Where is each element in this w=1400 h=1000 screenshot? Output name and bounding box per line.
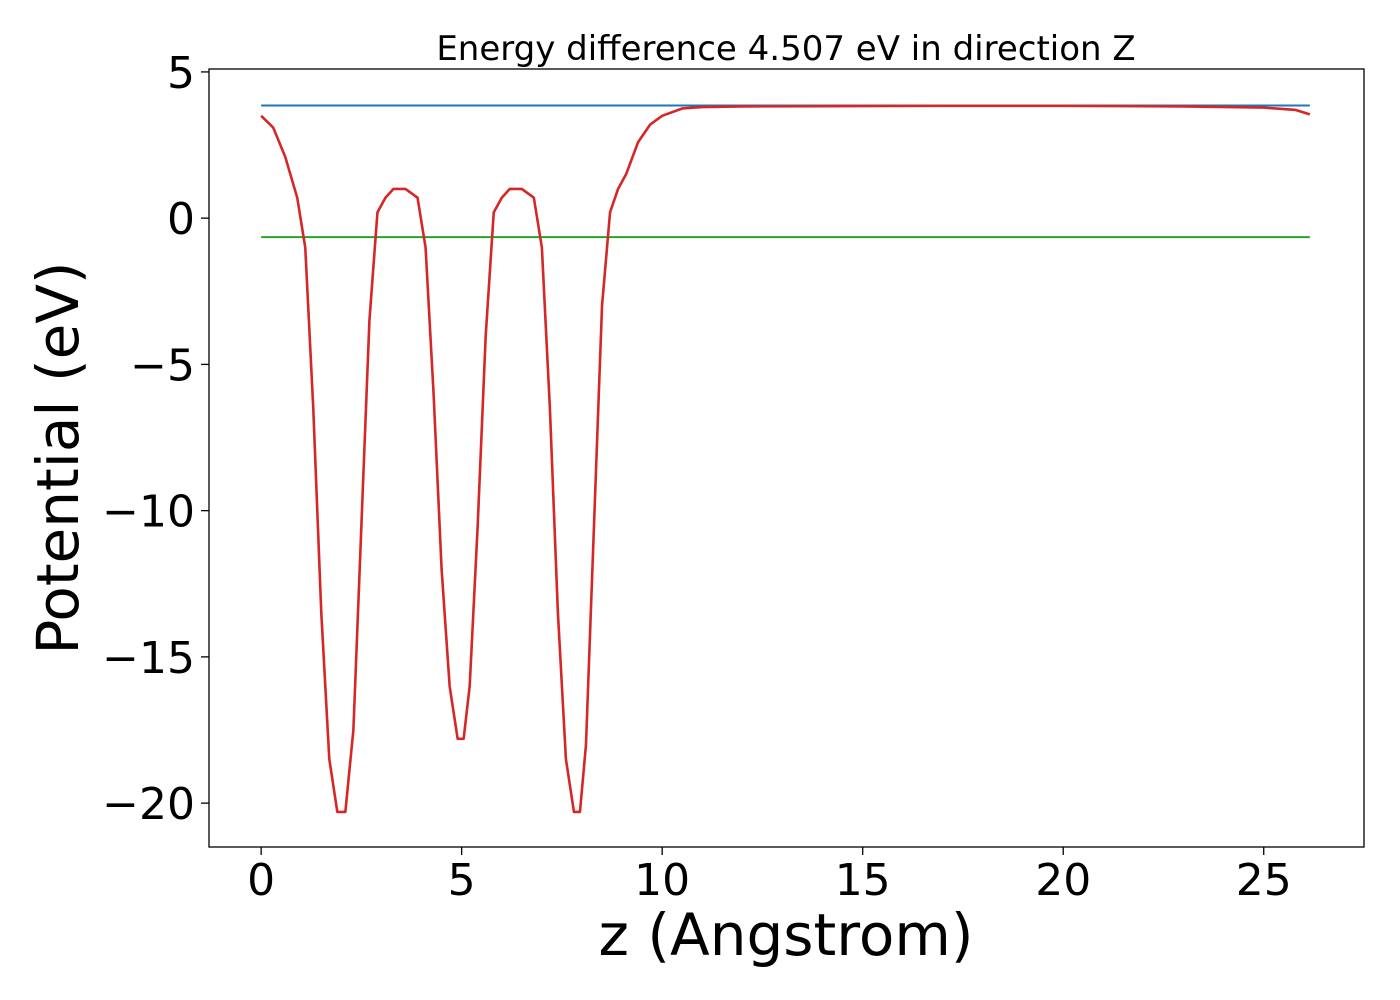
x-tick-label: 20 (1035, 855, 1091, 906)
y-tick-label: −5 (130, 340, 195, 391)
x-axis-label: z (Angstrom) (599, 901, 974, 969)
y-axis-label: Potential (eV) (24, 261, 92, 654)
y-tick-label: −15 (102, 633, 195, 684)
x-tick-label: 10 (634, 855, 690, 906)
plot-frame (208, 68, 1365, 848)
chart-title: Energy difference 4.507 eV in direction … (436, 29, 1135, 69)
y-tick-label: 5 (167, 48, 195, 99)
series-line-0 (260, 104, 1311, 814)
x-axis-ticks: 0 5 10 15 20 25 (247, 847, 1292, 906)
x-tick-label: 5 (448, 855, 476, 906)
x-tick-label: 15 (835, 855, 891, 906)
y-tick-label: 0 (167, 194, 195, 245)
series-layer (260, 104, 1311, 814)
x-tick-label: 25 (1236, 855, 1292, 906)
y-axis-ticks: 5 0 −5 −10 −15 −20 (102, 48, 209, 830)
y-tick-label: −10 (102, 487, 195, 538)
y-tick-label: −20 (102, 779, 195, 830)
x-tick-label: 0 (247, 855, 275, 906)
